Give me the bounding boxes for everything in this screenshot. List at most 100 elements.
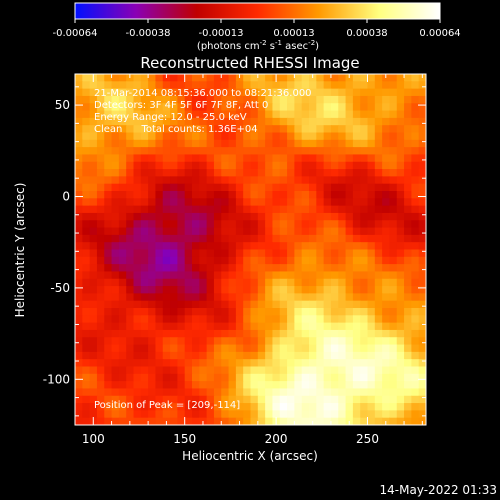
heatmap-cell [89,344,98,353]
heatmap-cell [345,205,354,214]
heatmap-cell [243,388,252,397]
heatmap-cell [96,308,105,316]
heatmap-cell [374,117,383,126]
heatmap-cell [155,161,164,170]
heatmap-cell [418,344,426,353]
heatmap-cell [404,403,412,411]
heatmap-cell [111,278,120,287]
heatmap-cell [301,169,310,177]
heatmap-cell [126,264,135,273]
heatmap-cell [367,322,376,331]
heatmap-cell [352,286,361,294]
heatmap-cell [345,103,354,112]
heatmap-cell [104,366,113,375]
heatmap-cell [206,278,215,287]
heatmap-cell [411,410,420,419]
heatmap-cell [404,103,412,112]
heatmap-cell [162,176,171,185]
heatmap-cell [133,286,142,294]
heatmap-cell [96,103,105,112]
heatmap-cell [96,359,105,368]
heatmap-cell [162,300,171,309]
heatmap-cell [177,293,186,302]
heatmap-cell [345,249,354,258]
heatmap-cell [206,227,215,236]
heatmap-cell [257,169,266,177]
heatmap-cell [272,395,281,404]
heatmap-cell [148,359,157,368]
heatmap-cell [367,344,376,353]
heatmap-cell [89,139,98,148]
heatmap-cell [294,315,303,324]
heatmap-cell [221,410,230,419]
heatmap-cell [301,176,310,185]
heatmap-cell [126,125,135,134]
heatmap-cell [396,337,405,346]
heatmap-cell [279,110,288,119]
heatmap-cell [338,125,347,134]
heatmap-cell [75,329,83,338]
heatmap-cell [265,256,274,265]
heatmap-cell [228,227,237,236]
heatmap-cell [316,373,325,382]
heatmap-cell [411,198,420,207]
heatmap-cell [309,256,317,265]
heatmap-cell [396,154,405,163]
heatmap-cell [396,315,405,324]
heatmap-cell [309,154,317,163]
heatmap-cell [75,220,83,229]
heatmap-cell [309,88,317,97]
heatmap-cell [75,139,83,148]
heatmap-cell [118,278,127,287]
heatmap-cell [301,359,310,368]
heatmap-cell [206,139,215,148]
heatmap-cell [221,373,230,382]
heatmap-cell [170,388,178,397]
heatmap-cell [192,337,200,346]
heatmap-cell [221,359,230,368]
heatmap-cell [184,110,193,119]
heatmap-cell [404,161,412,170]
heatmap-cell [82,161,91,170]
heatmap-cell [382,271,391,280]
heatmap-cell [352,117,361,126]
heatmap-cell [345,234,354,243]
heatmap-cell [367,212,376,221]
heatmap-cell [89,381,98,390]
heatmap-cell [330,212,339,221]
heatmap-cell [96,198,105,207]
heatmap-cell [345,264,354,273]
heatmap-cell [294,139,303,148]
heatmap-cell [111,256,120,265]
heatmap-cell [374,139,383,148]
heatmap-cell [272,220,281,229]
heatmap-cell [104,234,113,243]
heatmap-cell [257,176,266,185]
heatmap-cell [396,249,405,258]
heatmap-cell [257,125,266,134]
heatmap-cell [75,227,83,236]
heatmap-cell [323,395,332,404]
heatmap-cell [206,388,215,397]
heatmap-cell [170,286,178,294]
heatmap-cell [96,183,105,192]
heatmap-cell [411,300,420,309]
heatmap-cell [396,212,405,221]
heatmap-cell [82,147,91,156]
heatmap-cell [89,95,98,104]
heatmap-cell [82,139,91,148]
heatmap-cell [265,205,274,214]
heatmap-cell [75,88,83,97]
heatmap-cell [338,191,347,199]
heatmap-cell [155,169,164,177]
heatmap-cell [418,117,426,126]
heatmap-cell [96,205,105,214]
heatmap-cell [309,176,317,185]
heatmap-cell [389,169,398,177]
heatmap-cell [213,366,222,375]
heatmap-cell [192,366,200,375]
heatmap-cell [126,234,135,243]
heatmap-cell [235,256,244,265]
heatmap-cell [330,191,339,199]
heatmap-cell [213,147,222,156]
